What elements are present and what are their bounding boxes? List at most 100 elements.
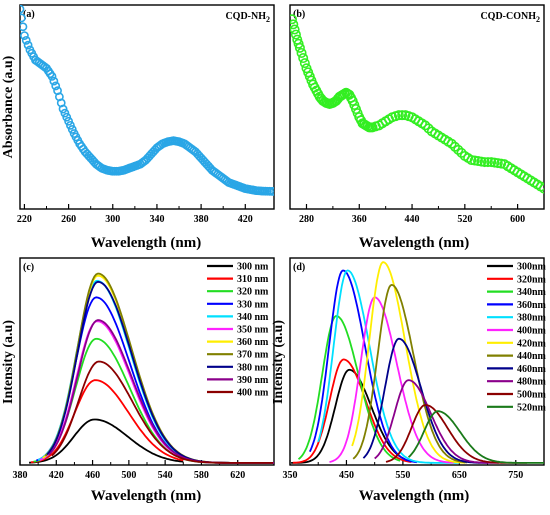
- data-point: [64, 116, 73, 126]
- legend-label: 340nm: [517, 287, 547, 298]
- legend-label: 380nm: [517, 313, 547, 324]
- data-point: [20, 22, 28, 32]
- x-tick-label: 280: [299, 214, 314, 225]
- x-tick-label: 600: [510, 214, 525, 225]
- panel-label: (d): [293, 262, 305, 273]
- legend-label: 310 nm: [237, 274, 269, 285]
- sample-tag: CQD-NH2: [225, 11, 270, 24]
- legend-label: 330 nm: [237, 299, 269, 310]
- plot-frame: [289, 4, 545, 210]
- x-tick-label: 220: [17, 214, 32, 225]
- plot-area: [29, 272, 274, 464]
- data-point: [482, 157, 493, 168]
- x-axis-label: Wavelength (nm): [359, 488, 469, 504]
- legend-label: 460nm: [517, 364, 547, 375]
- sample-tag-main: CQD-CONH: [480, 11, 536, 22]
- data-point: [49, 76, 59, 86]
- plot-area: [291, 261, 544, 464]
- panel-label: (a): [23, 9, 35, 20]
- data-point: [298, 53, 309, 64]
- data-point: [51, 81, 61, 91]
- data-point: [290, 14, 297, 25]
- legend-label: 300nm: [517, 262, 547, 273]
- legend-label: 320 nm: [237, 287, 269, 298]
- data-point: [67, 125, 77, 134]
- legend-label: 420nm: [517, 338, 547, 349]
- data-point: [290, 24, 300, 35]
- x-tick-label: 520: [457, 214, 472, 225]
- x-tick-label: 620: [230, 470, 245, 481]
- panel-b: 280 360 440 520 600 Wavelength (nm) (b) CQD-CON…: [289, 4, 545, 251]
- data-point: [299, 58, 310, 69]
- x-tick-label: 440: [405, 214, 420, 225]
- panel-label: (b): [293, 9, 305, 20]
- x-tick-label: 350: [283, 470, 298, 481]
- sample-tag-subscript: 2: [266, 15, 270, 24]
- series-line: [51, 360, 274, 464]
- series-line: [329, 296, 454, 464]
- legend-label: 370 nm: [237, 350, 269, 361]
- data-point: [397, 110, 408, 121]
- legend-label: 380 nm: [237, 362, 269, 373]
- legend-label: 320nm: [517, 274, 547, 285]
- legend-label: 400nm: [517, 326, 547, 337]
- panel-label: (c): [23, 262, 34, 273]
- x-tick-label: 380: [13, 470, 28, 481]
- series-line: [352, 283, 468, 464]
- sample-tag-subscript: 2: [536, 15, 540, 24]
- series-line: [30, 379, 184, 464]
- x-axis-label: Wavelength (nm): [91, 488, 201, 504]
- series-line: [29, 418, 184, 464]
- plot-frame: [289, 257, 545, 466]
- data-point: [60, 108, 70, 118]
- x-tick-label: 340: [149, 214, 164, 225]
- legend-label: 300 nm: [237, 262, 269, 273]
- x-axis-label: Wavelength (nm): [91, 235, 201, 251]
- x-tick-label: 420: [238, 214, 253, 225]
- plot-area: [20, 5, 274, 196]
- data-point: [393, 110, 404, 121]
- data-point: [290, 29, 301, 40]
- legend-label: 360 nm: [237, 337, 269, 348]
- data-point: [47, 72, 57, 81]
- sample-tag-main: CQD-NH: [225, 11, 266, 22]
- series-line: [385, 404, 528, 464]
- x-tick-label: 260: [61, 214, 76, 225]
- legend-label: 340 nm: [237, 312, 269, 323]
- series-line: [374, 379, 499, 464]
- y-axis-label: Intensity (a.u): [1, 320, 16, 404]
- panel-c: 380 420 460 500 540 580 620 Wavelength (nm) Inte…: [1, 257, 275, 504]
- data-point: [479, 157, 490, 168]
- legend-label: 520nm: [517, 402, 547, 413]
- legend-label: 500nm: [517, 390, 547, 401]
- data-point: [294, 42, 305, 53]
- plot-area: [290, 14, 544, 194]
- legend-label: 390 nm: [237, 375, 269, 386]
- data-point: [296, 47, 307, 58]
- data-point: [23, 40, 33, 50]
- sample-tag: CQD-CONH2: [480, 11, 540, 24]
- data-point: [66, 120, 75, 130]
- x-tick-label: 540: [158, 470, 173, 481]
- series-line: [407, 410, 544, 464]
- x-tick-label: 360: [352, 214, 367, 225]
- data-point: [539, 183, 544, 194]
- x-tick-label: 460: [85, 470, 100, 481]
- plot-frame: [19, 4, 275, 210]
- data-point: [21, 35, 31, 45]
- x-axis-label: Wavelength (nm): [359, 235, 469, 251]
- x-tick-label: 300: [105, 214, 120, 225]
- series-line: [292, 358, 412, 464]
- data-point: [20, 31, 29, 40]
- x-tick-label: 580: [194, 470, 209, 481]
- y-axis-label: Absorbance (a.u): [1, 55, 16, 158]
- data-point: [290, 19, 299, 30]
- x-tick-label: 380: [194, 214, 209, 225]
- data-point: [58, 104, 68, 114]
- y-axis-label: Intensity (a.u): [271, 320, 286, 404]
- legend-label: 360nm: [517, 300, 547, 311]
- x-tick-label: 450: [339, 470, 354, 481]
